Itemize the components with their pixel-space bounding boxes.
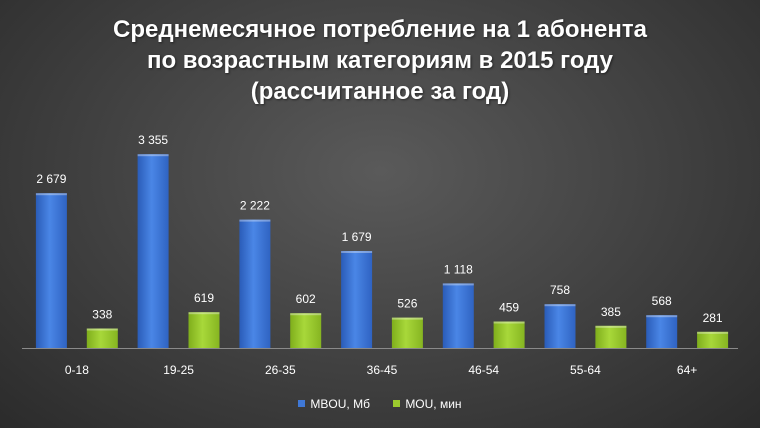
- bar-highlight-mou-19-25: [188, 312, 220, 315]
- data-label-mbou-36-45: 1 679: [342, 230, 372, 244]
- bar-mbou-46-54: [442, 283, 474, 348]
- x-tick-label-0-18: 0-18: [65, 363, 89, 377]
- bar-highlight-mou-26-35: [290, 313, 322, 316]
- x-tick-label-46-54: 46-54: [468, 363, 499, 377]
- bar-mou-26-35: [290, 313, 322, 348]
- x-tick-label-26-35: 26-35: [265, 363, 296, 377]
- data-label-mbou-55-64: 758: [550, 283, 570, 297]
- bar-mou-46-54: [493, 321, 525, 348]
- bar-highlight-mou-46-54: [493, 321, 525, 324]
- bar-mou-19-25: [188, 312, 220, 348]
- chart-title-line-1: Среднемесячное потребление на 1 абонента: [113, 16, 647, 43]
- bar-highlight-mou-36-45: [391, 317, 423, 320]
- x-tick-label-19-25: 19-25: [163, 363, 194, 377]
- data-label-mbou-64: 568: [652, 294, 672, 308]
- data-label-mbou-19-25: 3 355: [138, 133, 168, 147]
- legend-label-mou: MOU, мин: [405, 396, 462, 411]
- data-label-mou-36-45: 526: [397, 297, 417, 311]
- chart-title-line-3: (рассчитанное за год): [250, 78, 510, 105]
- bar-mbou-0-18: [35, 193, 67, 348]
- legend-label-mbou: MBOU, Мб: [310, 396, 370, 411]
- bar-highlight-mbou-46-54: [442, 283, 474, 286]
- chart-title-line-2: по возрастным категориям в 2015 году: [146, 47, 614, 74]
- bar-highlight-mou-55-64: [595, 325, 627, 328]
- bar-mou-55-64: [595, 325, 627, 348]
- labels-group: 2 679 338 3 355 619 2 222 602 1 679 526 1 118 459…: [36, 133, 723, 325]
- bar-highlight-mou-0-18: [86, 328, 118, 331]
- bar-highlight-mbou-19-25: [137, 154, 169, 157]
- bar-highlight-mbou-64: [646, 315, 678, 318]
- bar-highlight-mbou-0-18: [35, 193, 67, 196]
- bar-mou-0-18: [86, 328, 118, 348]
- legend-item-mbou: MBOU, Мб: [298, 397, 370, 411]
- data-label-mbou-26-35: 2 222: [240, 199, 270, 213]
- legend-item-mou: MOU, мин: [393, 396, 462, 411]
- data-label-mou-26-35: 602: [296, 292, 316, 306]
- data-label-mou-19-25: 619: [194, 291, 214, 305]
- bar-mbou-55-64: [544, 304, 576, 348]
- bars-group: [22, 154, 738, 349]
- bar-highlight-mbou-26-35: [239, 219, 271, 222]
- x-tick-label-55-64: 55-64: [570, 363, 601, 377]
- bar-mbou-19-25: [137, 154, 169, 348]
- bar-mbou-64: [646, 315, 678, 348]
- chart-title: Среднемесячное потребление на 1 абонента…: [0, 14, 760, 107]
- data-label-mou-0-18: 338: [92, 308, 112, 322]
- bar-mbou-26-35: [239, 219, 271, 348]
- bar-mou-36-45: [391, 317, 423, 348]
- legend-swatch-mou: [393, 400, 401, 407]
- x-tick-label-36-45: 36-45: [367, 363, 398, 377]
- bar-highlight-mbou-36-45: [341, 251, 373, 253]
- bar-mbou-36-45: [341, 251, 373, 348]
- bar-mou-64: [697, 331, 729, 348]
- bar-highlight-mou-64: [697, 331, 729, 334]
- bar-highlight-mbou-55-64: [544, 304, 576, 307]
- x-tick-label-64: 64+: [677, 363, 697, 377]
- legend-swatch-mbou: [298, 400, 306, 407]
- data-label-mou-64: 281: [703, 311, 723, 325]
- data-label-mou-55-64: 385: [601, 305, 621, 319]
- x-tick-labels: 0-18 19-25 26-35 36-45 46-54 55-64 64+: [65, 363, 697, 377]
- data-label-mbou-46-54: 1 118: [444, 262, 473, 276]
- legend: MBOU, Мб MOU, мин: [0, 396, 760, 411]
- data-label-mou-46-54: 459: [499, 301, 519, 315]
- data-label-mbou-0-18: 2 679: [36, 172, 66, 186]
